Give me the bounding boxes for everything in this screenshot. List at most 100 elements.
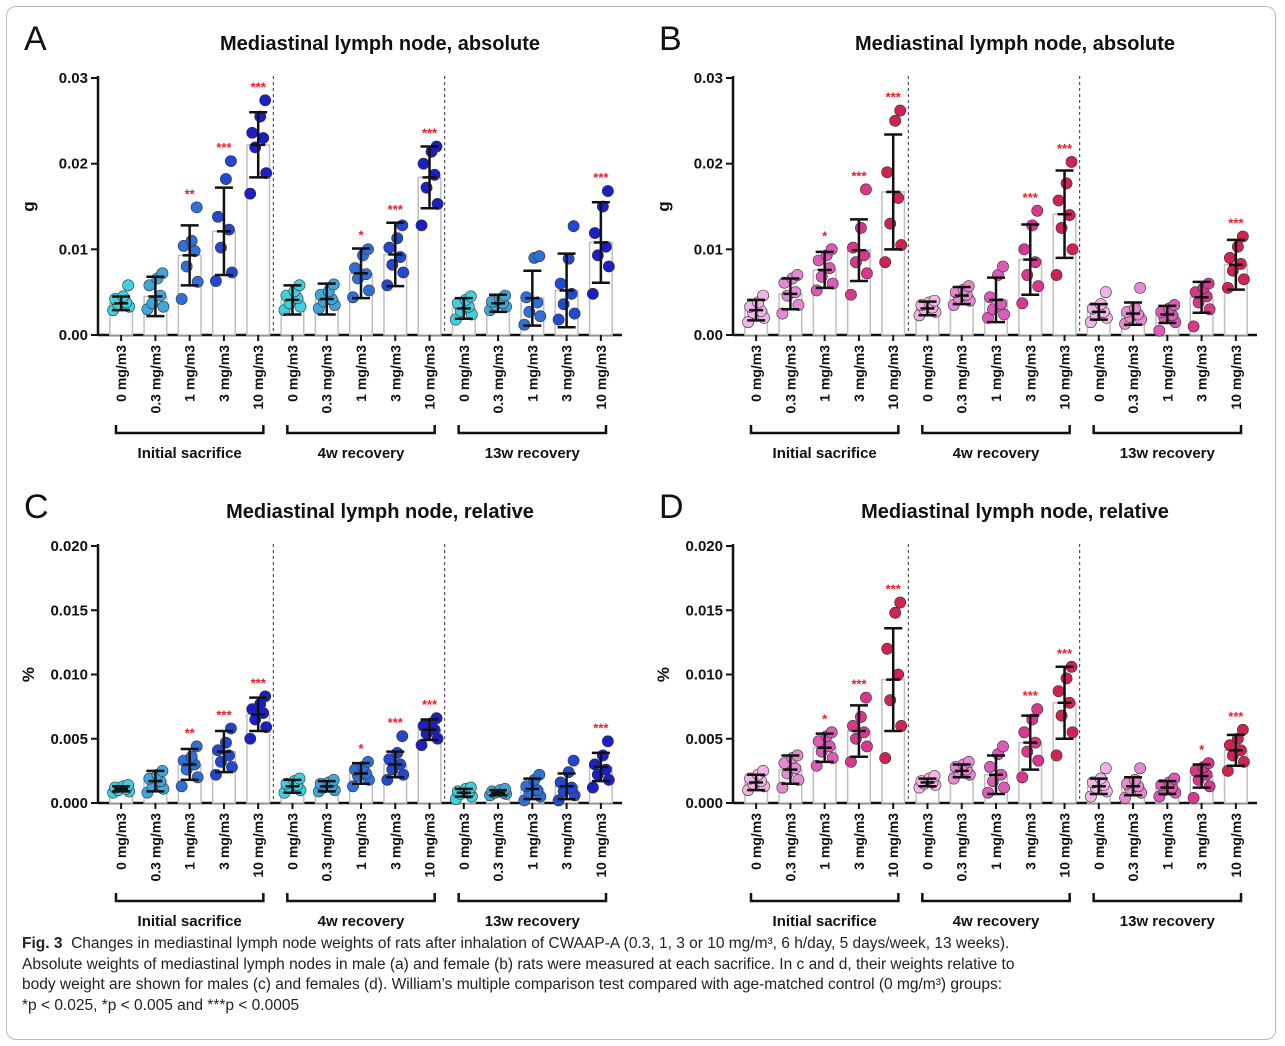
chart-svg: B Mediastinal lymph node, absolute 0.00 0.0… [654, 20, 1257, 462]
x-tick-label: 0.3 mg/m3 [1125, 345, 1141, 414]
data-point [1016, 297, 1029, 310]
group-bracket [457, 893, 608, 903]
data-point [825, 726, 838, 739]
y-tick-label: 0.03 [694, 70, 723, 87]
panel-letter: D [659, 488, 684, 526]
x-tick-label: 1 mg/m3 [988, 813, 1004, 870]
data-point [552, 313, 565, 326]
data-point [568, 307, 581, 320]
data-point [1237, 273, 1250, 286]
data-point [928, 770, 941, 782]
x-tick-label: 0 mg/m3 [748, 813, 764, 870]
data-point [185, 750, 198, 763]
data-point [998, 308, 1010, 321]
data-point [1050, 269, 1063, 281]
panel-letter: B [659, 20, 682, 58]
data-point [997, 260, 1009, 273]
x-tick-label: 1 mg/m3 [182, 345, 198, 402]
data-point [567, 754, 580, 767]
data-point [327, 773, 340, 786]
group-label: 13w recovery [485, 913, 581, 930]
y-tick-label: 0.00 [59, 327, 88, 344]
data-point [244, 187, 257, 200]
data-point [586, 781, 599, 794]
data-point [861, 740, 873, 753]
x-tick-label: 0 mg/m3 [1091, 813, 1107, 870]
data-point [845, 288, 857, 301]
caption-line-4: *p < 0.025, *p < 0.005 and ***p < 0.0005 [22, 996, 300, 1014]
group-label: 13w recovery [1120, 445, 1216, 462]
x-tick-label: 0 mg/m3 [113, 813, 129, 870]
data-point [895, 239, 908, 251]
significance-stars: *** [251, 79, 267, 94]
chart-svg: D Mediastinal lymph node, relative 0.000 0.… [654, 488, 1257, 930]
data-point [259, 94, 272, 107]
data-point [191, 771, 204, 784]
x-tick-label: 0 mg/m3 [748, 345, 764, 402]
panel-a: A Mediastinal lymph node, absolute 0.00 0.0… [10, 10, 640, 470]
data-point [1203, 780, 1216, 793]
data-point [861, 267, 873, 280]
group-label: 4w recovery [318, 445, 405, 462]
x-tick-label: 1 mg/m3 [817, 345, 833, 402]
significance-stars: *** [593, 170, 609, 185]
y-axis-label: % [19, 667, 38, 682]
data-point [588, 758, 601, 771]
data-point [757, 289, 770, 302]
data-point [175, 780, 188, 793]
significance-stars: *** [1228, 215, 1244, 230]
data-point [464, 290, 477, 303]
significance-stars: ** [185, 186, 196, 201]
x-tick-label: 0.3 mg/m3 [782, 813, 798, 882]
significance-stars: * [358, 741, 364, 756]
y-tick-label: 0.02 [694, 156, 723, 173]
data-point [1050, 749, 1063, 762]
y-tick-label: 0.03 [59, 70, 88, 87]
x-tick-label: 10 mg/m3 [885, 813, 901, 878]
x-tick-label: 0.3 mg/m3 [782, 345, 798, 414]
data-point [1060, 672, 1073, 685]
data-point [157, 300, 170, 313]
data-point [1202, 757, 1215, 770]
data-point [397, 266, 410, 279]
panel-c: C Mediastinal lymph node, relative 0.000 0.… [10, 478, 640, 938]
x-tick-label: 0 mg/m3 [113, 345, 129, 402]
y-axis-label: g [19, 201, 38, 211]
data-point [259, 690, 272, 703]
y-axis-label: % [654, 667, 673, 682]
significance-stars: *** [1023, 190, 1039, 205]
significance-stars: *** [1228, 709, 1244, 724]
caption-line-3: body weight are shown for males (c) and … [22, 976, 1003, 993]
y-tick-label: 0.000 [50, 795, 88, 812]
data-point [596, 749, 609, 762]
x-tick-label: 0 mg/m3 [284, 345, 300, 402]
x-tick-label: 1 mg/m3 [1159, 345, 1175, 402]
x-tick-label: 10 mg/m3 [1228, 813, 1244, 878]
data-point [1018, 726, 1031, 739]
data-point [860, 691, 872, 704]
y-tick-label: 0.020 [50, 538, 88, 555]
x-tick-label: 10 mg/m3 [1057, 345, 1073, 410]
data-point [601, 735, 614, 748]
data-point [825, 243, 838, 256]
data-point [1016, 771, 1029, 784]
data-point [776, 307, 789, 320]
x-tick-label: 3 mg/m3 [216, 345, 232, 402]
x-tick-label: 0.3 mg/m3 [147, 813, 163, 882]
data-point [826, 277, 839, 290]
y-tick-label: 0.005 [50, 731, 88, 748]
significance-stars: *** [251, 675, 267, 690]
data-point [1221, 281, 1234, 294]
y-tick-label: 0.015 [50, 602, 88, 619]
significance-stars: *** [422, 126, 438, 141]
data-point [220, 736, 232, 749]
data-point [397, 768, 410, 781]
x-tick-label: 0.3 mg/m3 [954, 345, 970, 414]
x-tick-label: 3 mg/m3 [851, 345, 867, 402]
x-tick-label: 10 mg/m3 [593, 345, 609, 410]
chart-title: Mediastinal lymph node, absolute [855, 33, 1175, 55]
data-point [881, 166, 894, 179]
y-tick-label: 0.005 [685, 731, 723, 748]
data-point [1202, 277, 1215, 290]
x-tick-label: 0 mg/m3 [1091, 345, 1107, 402]
